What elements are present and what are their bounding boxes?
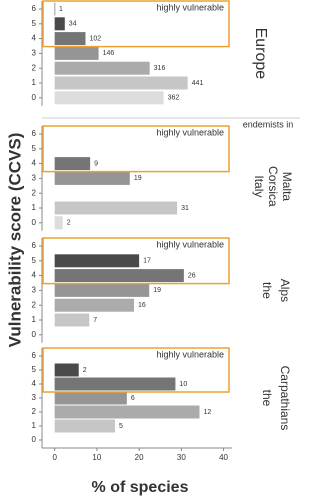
bar xyxy=(54,269,184,283)
bar xyxy=(54,17,65,31)
count-label: 441 xyxy=(192,80,204,87)
y-tick-label: 5 xyxy=(32,256,37,265)
count-label: 146 xyxy=(103,50,115,57)
x-axis-title: % of species xyxy=(92,479,189,496)
highlight-box xyxy=(42,0,230,48)
highlight-box xyxy=(42,237,230,285)
y-tick-label: 1 xyxy=(32,78,37,87)
y-tick-label: 5 xyxy=(32,365,37,374)
highlight-label: highly vulnerable xyxy=(156,2,224,12)
strip-label: Alps xyxy=(278,279,292,302)
y-tick-label: 2 xyxy=(32,63,37,72)
y-tick-label: 2 xyxy=(32,300,37,309)
count-label: 5 xyxy=(119,423,123,430)
bar xyxy=(54,171,130,185)
chart: Vulnerability score (CCVS) % of species … xyxy=(5,0,300,496)
bar xyxy=(54,377,176,391)
y-tick-label: 3 xyxy=(32,286,37,295)
count-label: 34 xyxy=(69,21,77,28)
y-tick-label: 1 xyxy=(32,203,37,212)
count-label: 316 xyxy=(154,65,166,72)
x-tick-label: 30 xyxy=(177,453,186,462)
x-tick-label: 0 xyxy=(52,453,57,462)
count-label: 10 xyxy=(179,381,187,388)
y-tick-label: 3 xyxy=(32,49,37,58)
highlight-label: highly vulnerable xyxy=(156,239,224,249)
y-tick-label: 4 xyxy=(32,159,37,168)
highlight-box xyxy=(42,125,230,173)
count-label: 7 xyxy=(93,317,97,324)
bar xyxy=(54,405,200,419)
y-tick-label: 4 xyxy=(32,271,37,280)
y-tick-label: 6 xyxy=(32,241,37,250)
y-tick-label: 5 xyxy=(32,144,37,153)
bar xyxy=(54,91,164,105)
bar xyxy=(54,2,56,16)
y-tick-label: 0 xyxy=(32,218,37,227)
count-label: 19 xyxy=(134,175,142,182)
y-tick-label: 0 xyxy=(32,435,37,444)
y-tick-label: 2 xyxy=(32,188,37,197)
count-label: 102 xyxy=(89,35,101,42)
y-tick-label: 4 xyxy=(32,379,37,388)
strip-title: endemists in xyxy=(243,119,294,129)
bar xyxy=(54,298,135,312)
bar xyxy=(54,363,79,377)
strip-label: the xyxy=(260,282,274,299)
count-label: 12 xyxy=(203,409,211,416)
count-label: 19 xyxy=(153,287,161,294)
highlight-box xyxy=(42,347,230,393)
count-label: 9 xyxy=(94,160,98,167)
bar xyxy=(54,61,150,75)
strip-label: Corsica xyxy=(266,166,280,207)
bar xyxy=(54,216,63,230)
strip-label: the xyxy=(260,390,274,407)
count-label: 17 xyxy=(143,258,151,265)
bar xyxy=(54,313,90,327)
y-tick-label: 0 xyxy=(32,93,37,102)
bar xyxy=(54,283,150,297)
count-label: 31 xyxy=(181,205,189,212)
y-axis-title: Vulnerability score (CCVS) xyxy=(5,133,24,348)
bar xyxy=(54,254,140,268)
x-tick-label: 20 xyxy=(135,453,144,462)
y-tick-label: 6 xyxy=(32,351,37,360)
y-tick-label: 6 xyxy=(32,129,37,138)
count-label: 26 xyxy=(188,272,196,279)
count-label: 6 xyxy=(131,395,135,402)
y-tick-label: 3 xyxy=(32,174,37,183)
bar xyxy=(54,157,91,171)
y-tick-label: 4 xyxy=(32,34,37,43)
highlight-label: highly vulnerable xyxy=(156,127,224,137)
y-tick-label: 1 xyxy=(32,421,37,430)
bar xyxy=(54,46,99,60)
strip-label: Carpathians xyxy=(278,366,292,431)
y-tick-label: 6 xyxy=(32,4,37,13)
count-label: 1 xyxy=(59,6,63,13)
bar xyxy=(54,201,178,215)
bar xyxy=(54,419,116,433)
bar xyxy=(54,391,127,405)
count-label: 2 xyxy=(83,367,87,374)
count-label: 2 xyxy=(67,220,71,227)
bar xyxy=(54,76,188,90)
strip-label: Italy xyxy=(252,175,266,197)
bar xyxy=(54,32,86,46)
y-tick-label: 2 xyxy=(32,407,37,416)
strip-label: Malta xyxy=(280,172,294,202)
y-tick-label: 1 xyxy=(32,315,37,324)
count-label: 362 xyxy=(168,95,180,102)
highlight-label: highly vulnerable xyxy=(156,349,224,359)
y-tick-label: 0 xyxy=(32,330,37,339)
x-tick-label: 40 xyxy=(219,453,228,462)
y-tick-label: 5 xyxy=(32,19,37,28)
x-tick-label: 10 xyxy=(92,453,101,462)
y-tick-label: 3 xyxy=(32,393,37,402)
count-label: 16 xyxy=(138,302,146,309)
strip-label: Europe xyxy=(252,28,269,80)
